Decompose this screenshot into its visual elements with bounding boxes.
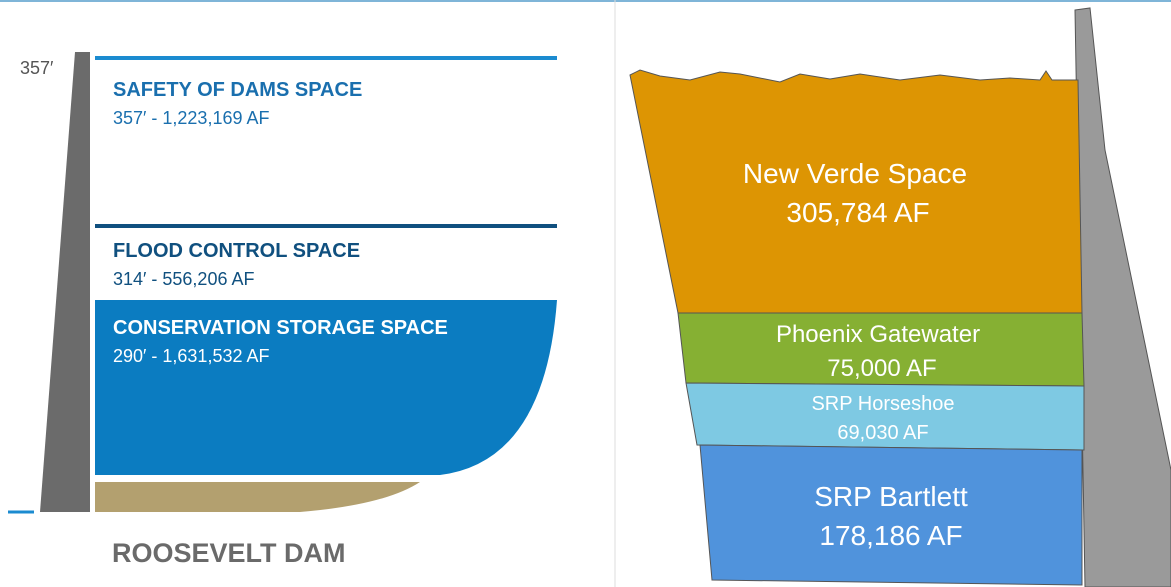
diagram: 357′ SAFETY OF DAMS SPACE 357′ - 1,223,1… xyxy=(0,0,1171,587)
zone-name: SRP Bartlett xyxy=(814,481,968,512)
zone-volume: 305,784 AF xyxy=(786,197,929,228)
zone-name: SRP Horseshoe xyxy=(811,393,954,415)
top-rule xyxy=(0,0,1171,2)
caption: ROOSEVELT DAM xyxy=(112,538,346,568)
dam xyxy=(40,52,90,512)
zone-bartlett xyxy=(700,445,1082,585)
zone-new-verde xyxy=(630,70,1082,313)
sediment xyxy=(95,482,420,512)
zone-title: FLOOD CONTROL SPACE xyxy=(113,240,360,262)
zone-detail: 357′ - 1,223,169 AF xyxy=(113,108,270,128)
zone-title: CONSERVATION STORAGE SPACE xyxy=(113,317,448,339)
zone-detail: 290′ - 1,631,532 AF xyxy=(113,346,270,366)
zone-volume: 178,186 AF xyxy=(819,520,962,551)
zone-detail: 314′ - 556,206 AF xyxy=(113,269,254,289)
zone-volume: 75,000 AF xyxy=(827,355,936,382)
zone-name: New Verde Space xyxy=(743,158,967,189)
zone-title: SAFETY OF DAMS SPACE xyxy=(113,79,362,101)
dam-height: 357′ xyxy=(20,58,54,78)
dam xyxy=(1075,8,1171,587)
zone-name: Phoenix Gatewater xyxy=(776,321,980,348)
zone-volume: 69,030 AF xyxy=(837,422,928,444)
